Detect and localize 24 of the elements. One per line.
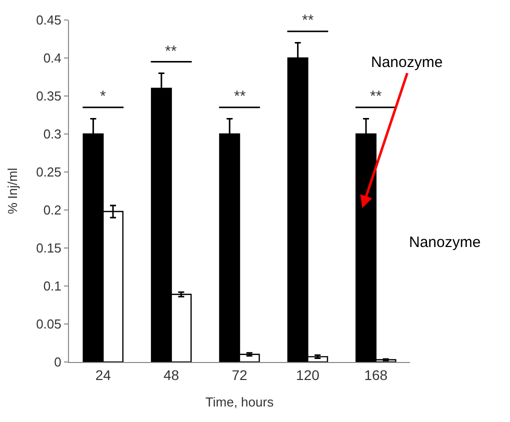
annotation: **	[370, 88, 382, 105]
annotation: Nanozyme	[409, 234, 481, 251]
x-tick-label: 168	[364, 366, 388, 383]
x-tick-label: 72	[232, 366, 248, 383]
annotation: **	[234, 88, 246, 105]
y-tick-label: 0.3	[43, 126, 62, 142]
x-tick-label: 48	[164, 366, 180, 383]
y-tick-label: 0	[54, 354, 62, 370]
y-tick-label: 0.45	[36, 12, 62, 28]
y-tick-label: 0.35	[36, 88, 62, 104]
y-tick-label: 0.15	[36, 240, 62, 256]
annotation: **	[302, 12, 314, 29]
y-tick-label: 0.25	[36, 164, 62, 180]
y-tick-label: 0.05	[36, 316, 62, 332]
y-tick-label: 0.1	[43, 278, 62, 294]
annotation: **	[165, 43, 177, 60]
y-tick-label: 0.2	[43, 202, 62, 218]
y-axis-title: % Inj/ml	[5, 168, 20, 214]
x-axis-title: Time, hours	[205, 394, 274, 410]
annotation: Nanozyme	[371, 54, 443, 71]
x-tick-label: 120	[296, 366, 320, 383]
y-tick-label: 0.4	[43, 50, 62, 66]
annotation: *	[100, 88, 106, 105]
x-tick-label: 24	[95, 366, 112, 383]
